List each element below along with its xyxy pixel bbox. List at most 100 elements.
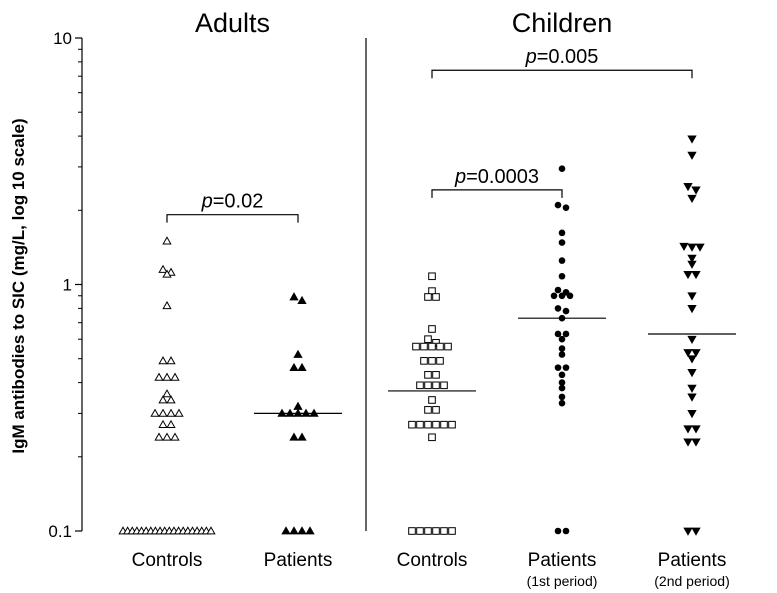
x-category-sublabel: (2nd period)	[654, 573, 730, 589]
data-point	[158, 395, 168, 404]
data-point	[424, 371, 432, 379]
data-point	[687, 369, 697, 378]
x-category-label: Patients	[528, 550, 597, 571]
data-point	[558, 335, 566, 343]
data-point	[687, 135, 697, 144]
data-point	[558, 379, 566, 386]
data-point	[289, 526, 299, 535]
data-point	[683, 527, 693, 536]
data-point	[293, 349, 303, 358]
y-axis: 0.1 1 10	[48, 29, 83, 541]
data-point	[562, 330, 570, 338]
significance-bracket	[431, 189, 563, 198]
x-category-label: Patients	[658, 550, 727, 571]
panel-titles: Adults Children	[195, 8, 612, 38]
data-point	[428, 287, 436, 295]
data-point	[424, 381, 432, 390]
data-point	[687, 151, 697, 160]
data-point	[691, 186, 701, 195]
data-point	[440, 527, 448, 535]
data-point	[687, 335, 697, 344]
data-point	[558, 399, 566, 407]
data-point	[424, 527, 432, 535]
data-point	[297, 526, 307, 535]
data-point	[687, 384, 697, 393]
data-point	[554, 305, 562, 312]
data-point	[687, 260, 697, 269]
data-point	[154, 432, 164, 441]
data-point	[687, 410, 697, 419]
data-point	[162, 269, 172, 278]
data-point	[416, 420, 424, 429]
data-point	[158, 356, 168, 365]
data-point	[432, 527, 440, 535]
data-point	[554, 286, 562, 294]
data-point	[162, 432, 172, 441]
data-point	[428, 357, 436, 365]
x-category-labels: Controls Patients Controls Patients (1st per…	[132, 550, 730, 589]
data-point	[683, 349, 693, 358]
data-point	[691, 425, 701, 434]
data-point	[691, 438, 701, 447]
data-point	[432, 371, 440, 379]
data-point	[562, 527, 570, 535]
data-point	[687, 305, 697, 314]
data-point	[562, 364, 570, 371]
data-point	[408, 527, 416, 535]
data-point	[444, 342, 452, 351]
data-point	[297, 295, 307, 304]
data-point	[416, 381, 424, 390]
data-point	[448, 420, 456, 429]
data-point	[554, 364, 562, 371]
data-point	[558, 345, 566, 352]
data-point	[440, 381, 448, 390]
data-point	[679, 242, 689, 252]
data-point	[170, 372, 180, 381]
p-value-label: p=0.02	[201, 191, 264, 213]
data-point	[416, 527, 424, 535]
x-category-sublabel: (1st period)	[527, 573, 598, 589]
data-point	[420, 342, 428, 351]
data-point	[424, 406, 432, 414]
data-point	[154, 372, 164, 381]
data-point	[695, 243, 705, 252]
data-point	[691, 349, 701, 358]
data-point	[166, 408, 176, 417]
data-point	[289, 432, 299, 441]
data-point	[566, 292, 574, 300]
data-point	[428, 396, 436, 404]
data-point	[206, 526, 216, 535]
median-lines	[254, 317, 736, 414]
data-point	[428, 342, 436, 351]
data-point	[412, 342, 420, 351]
data-point	[558, 292, 566, 300]
data-point	[162, 389, 172, 398]
data-point	[687, 243, 697, 252]
data-point	[562, 204, 570, 211]
data-point	[554, 201, 562, 209]
data-point	[683, 425, 693, 434]
data-point	[297, 432, 307, 441]
data-point	[558, 351, 566, 358]
data-point	[558, 257, 566, 264]
data-point	[687, 194, 697, 203]
data-point	[174, 408, 184, 417]
data-point	[554, 330, 562, 338]
p-value-label: p=0.005	[525, 46, 599, 68]
data-point	[691, 270, 701, 280]
data-point	[162, 236, 172, 245]
data-point	[432, 420, 440, 429]
data-point	[158, 408, 168, 417]
data-point	[558, 384, 566, 392]
data-point	[158, 264, 168, 273]
data-point	[558, 229, 566, 237]
data-point	[305, 526, 315, 535]
data-point	[428, 325, 436, 333]
data-point	[432, 406, 440, 414]
data-point	[554, 527, 562, 535]
x-category-label: Controls	[397, 550, 468, 571]
significance-bracket	[166, 214, 299, 223]
data-point	[166, 395, 176, 404]
data-point	[558, 393, 566, 401]
